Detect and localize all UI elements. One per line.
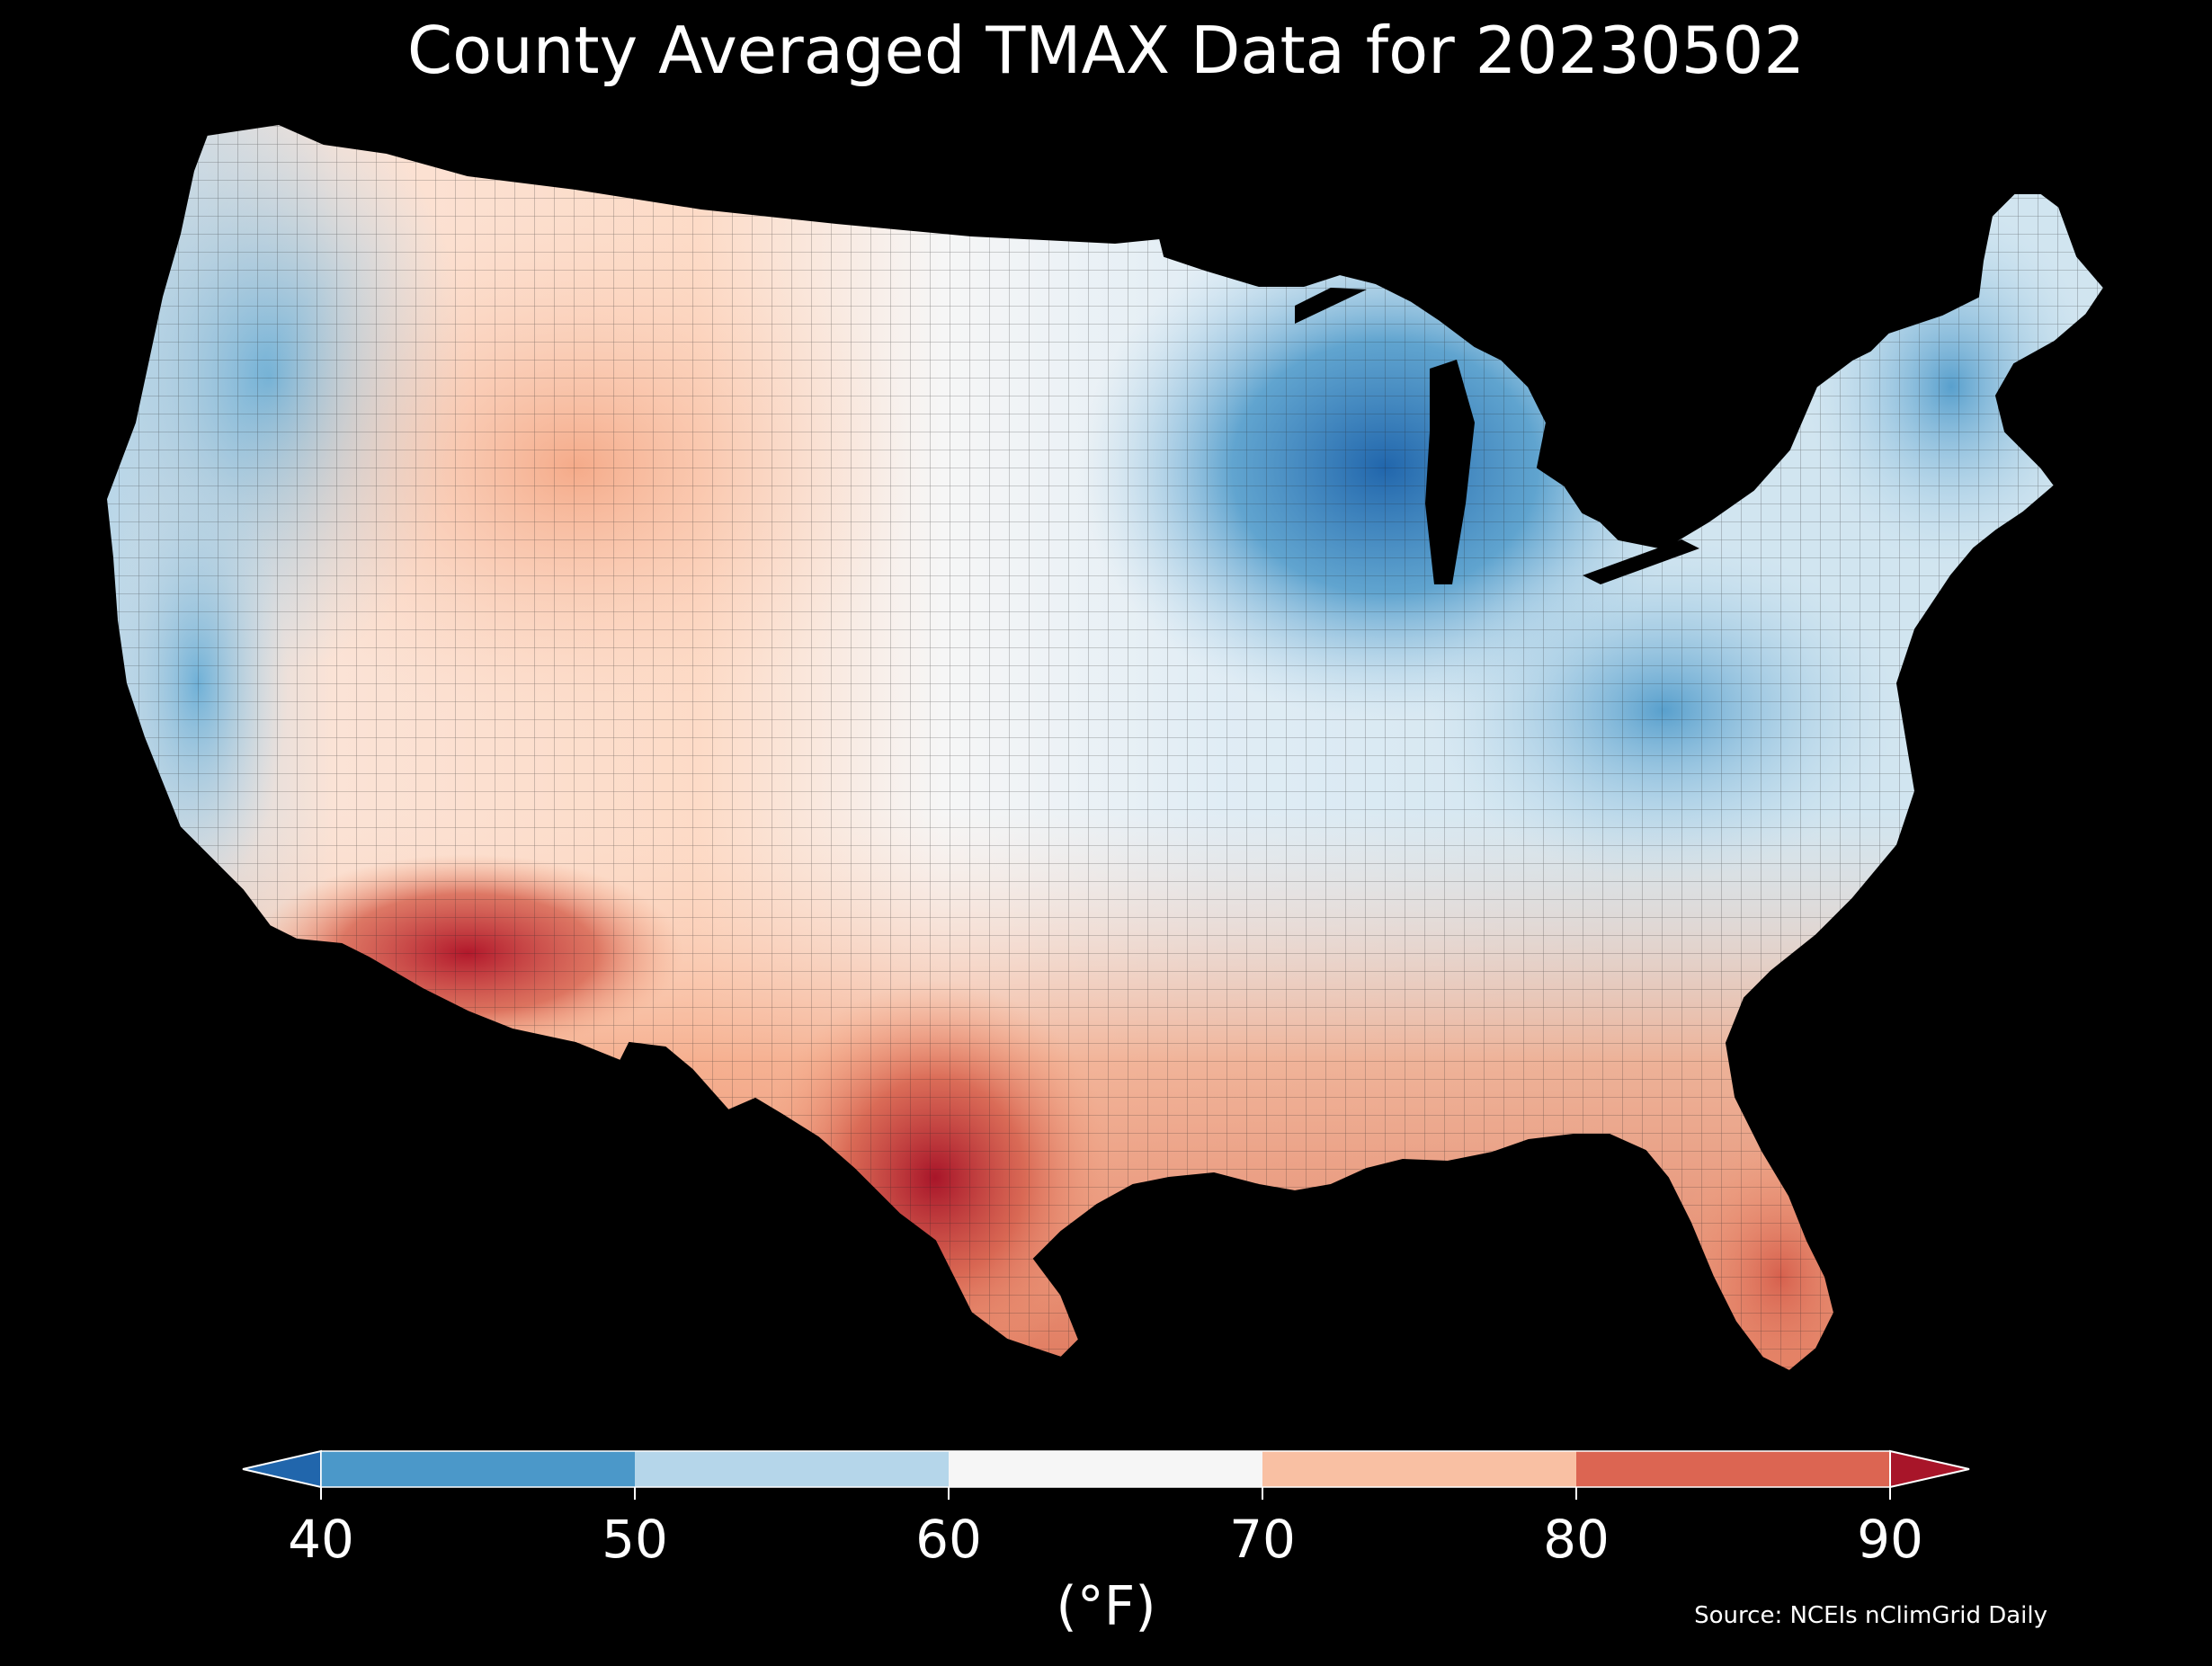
lake-superior <box>1295 288 1367 324</box>
source-credit: Source: NCEIs nClimGrid Daily <box>1694 1602 2047 1629</box>
colorbar <box>242 1449 1970 1500</box>
lake-michigan <box>1425 360 1475 584</box>
colorbar-tick-label: 90 <box>1857 1509 1923 1570</box>
colorbar-tick-label: 60 <box>915 1509 982 1570</box>
tmax-choropleth-layer <box>106 124 2104 1371</box>
colorbar-frame <box>320 1450 1891 1488</box>
colorbar-overflow-arrow <box>1889 1449 1970 1489</box>
colorbar-bin-50-60 <box>635 1451 949 1487</box>
county-boundaries <box>106 124 2104 1371</box>
colorbar-tick-label: 50 <box>602 1509 668 1570</box>
colorbar-unit-label: (°F) <box>1056 1575 1156 1638</box>
colorbar-tick-label: 80 <box>1543 1509 1610 1570</box>
colorbar-tick-label: 70 <box>1229 1509 1296 1570</box>
colorbar-bin-60-70 <box>949 1451 1262 1487</box>
lake-erie <box>1583 539 1699 584</box>
map-title: County Averaged TMAX Data for 20230502 <box>406 13 1806 88</box>
colorbar-bin-70-80 <box>1262 1451 1576 1487</box>
lake-huron <box>1547 459 1628 503</box>
colorbar-bin-80-90 <box>1576 1451 1890 1487</box>
colorbar-bin-40-50 <box>321 1451 635 1487</box>
colorbar-underflow-arrow <box>242 1449 322 1489</box>
colorbar-tick-label: 40 <box>288 1509 354 1570</box>
